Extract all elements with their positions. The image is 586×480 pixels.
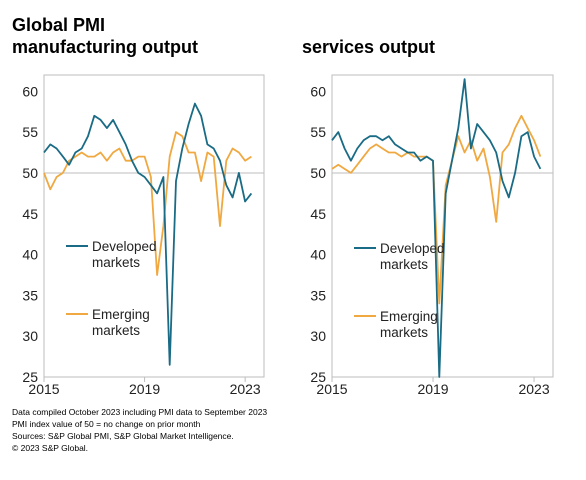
y-tick-label: 60 [22,83,38,99]
y-tick-label: 25 [310,369,326,385]
legend-label: Emerging markets [380,309,438,340]
y-tick-label: 30 [22,328,38,344]
legend-label-line: markets [92,255,140,270]
chart-title: Global PMI [12,15,106,35]
legend-label: Emerging markets [92,307,150,338]
y-tick-label: 50 [22,165,38,181]
footnote-line: PMI index value of 50 = no change on pri… [12,419,201,429]
legend-label-line: Developed [380,241,445,256]
y-tick-label: 35 [22,287,38,303]
x-tick-label: 2015 [316,381,347,397]
y-tick-label: 60 [310,83,326,99]
y-tick-label: 55 [22,124,38,140]
x-tick-label: 2015 [28,381,59,397]
chart-title: services output [302,37,436,57]
y-tick-label: 35 [310,287,326,303]
y-tick-label: 30 [310,328,326,344]
legend-label-line: Developed [92,239,157,254]
footnote-line: Data compiled October 2023 including PMI… [12,407,268,417]
x-tick-label: 2023 [230,381,261,397]
legend-label-line: markets [380,325,428,340]
legend-label-line: markets [380,257,428,272]
x-tick-label: 2023 [518,381,549,397]
y-tick-label: 40 [310,247,326,263]
y-tick-label: 45 [310,206,326,222]
y-tick-label: 40 [22,247,38,263]
x-tick-label: 2019 [417,381,448,397]
legend-label-line: Emerging [380,309,438,324]
y-tick-label: 50 [310,165,326,181]
plot-frame [43,74,265,378]
x-tick-label: 2019 [129,381,160,397]
legend-label-line: markets [92,323,140,338]
chart-title-manufacturing: Global PMI manufacturing output [12,14,198,58]
legend-label: Developed markets [380,241,445,272]
chart-title-services: services output [302,36,435,58]
footnote-line: © 2023 S&P Global. [12,443,89,453]
legend-label: Developed markets [92,239,157,270]
y-tick-label: 55 [310,124,326,140]
series-line-emerging-markets [43,131,252,276]
y-tick-label: 25 [22,369,38,385]
series-line-emerging-markets [331,114,542,305]
series-line-developed-markets [43,102,253,366]
y-tick-label: 45 [22,206,38,222]
plot-frame [331,74,554,378]
series-line-developed-markets [331,78,542,378]
footnote: Data compiled October 2023 including PMI… [12,406,267,454]
legend-label-line: Emerging [92,307,150,322]
footnote-line: Sources: S&P Global PMI, S&P Global Mark… [12,431,234,441]
chart-subtitle: manufacturing output [12,37,198,57]
